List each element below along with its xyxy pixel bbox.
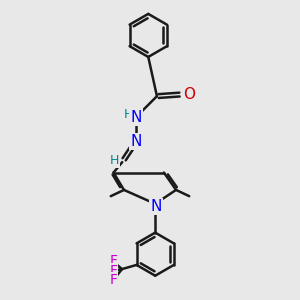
- Text: F: F: [109, 254, 117, 268]
- Text: N: N: [130, 134, 142, 149]
- Text: H: H: [124, 108, 133, 121]
- Text: F: F: [109, 264, 117, 278]
- Text: F: F: [109, 273, 117, 287]
- Text: N: N: [130, 110, 142, 124]
- Text: N: N: [150, 199, 162, 214]
- Text: O: O: [183, 87, 195, 102]
- Text: H: H: [110, 154, 119, 167]
